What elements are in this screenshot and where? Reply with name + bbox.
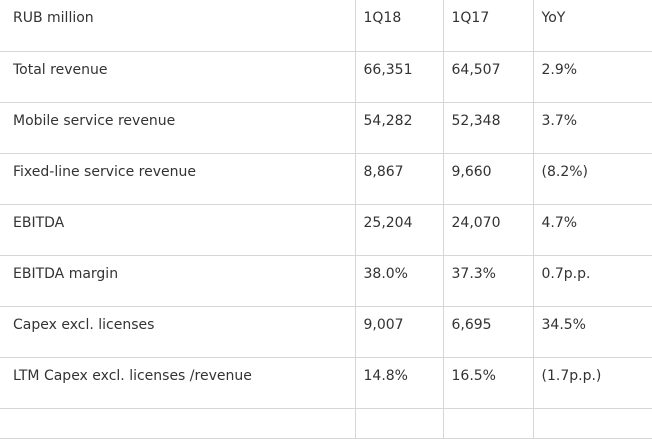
- row-label: EBITDA: [0, 203, 356, 256]
- header-cell-yoy: YoY: [532, 0, 652, 52]
- cell-1q18: 54,282: [354, 101, 444, 154]
- table-row: EBITDA 25,204 24,070 4.7%: [0, 203, 652, 256]
- table-row: EBITDA margin 38.0% 37.3% 0.7p.p.: [0, 254, 652, 307]
- cell-1q18: 9,007: [354, 305, 444, 358]
- cell-1q18: 14.8%: [354, 356, 444, 409]
- cell-1q18: 8,867: [354, 152, 444, 205]
- cell-yoy: 34.5%: [532, 305, 652, 358]
- cell-1q17: 24,070: [442, 203, 534, 256]
- cell-1q17: 16.5%: [442, 356, 534, 409]
- cell-1q17: 37.3%: [442, 254, 534, 307]
- row-label: Total revenue: [0, 50, 356, 103]
- cell-1q18: 25,204: [354, 203, 444, 256]
- row-label: Mobile service revenue: [0, 101, 356, 154]
- table-row-empty: [0, 407, 652, 439]
- cell-yoy: (8.2%): [532, 152, 652, 205]
- table-row: Mobile service revenue 54,282 52,348 3.7…: [0, 101, 652, 154]
- cell-1q18: 38.0%: [354, 254, 444, 307]
- table-row: Capex excl. licenses 9,007 6,695 34.5%: [0, 305, 652, 358]
- header-cell-1q17: 1Q17: [442, 0, 534, 52]
- empty-cell: [354, 407, 444, 439]
- header-cell-metric: RUB million: [0, 0, 356, 52]
- cell-yoy: (1.7p.p.): [532, 356, 652, 409]
- row-label: LTM Capex excl. licenses /revenue: [0, 356, 356, 409]
- cell-yoy: 4.7%: [532, 203, 652, 256]
- cell-1q17: 52,348: [442, 101, 534, 154]
- empty-cell: [532, 407, 652, 439]
- cell-1q17: 64,507: [442, 50, 534, 103]
- cell-yoy: 2.9%: [532, 50, 652, 103]
- cell-yoy: 0.7p.p.: [532, 254, 652, 307]
- table-row: LTM Capex excl. licenses /revenue 14.8% …: [0, 356, 652, 409]
- header-cell-1q18: 1Q18: [354, 0, 444, 52]
- row-label: EBITDA margin: [0, 254, 356, 307]
- table-row: Total revenue 66,351 64,507 2.9%: [0, 50, 652, 103]
- table-header-row: RUB million 1Q18 1Q17 YoY: [0, 0, 652, 52]
- cell-yoy: 3.7%: [532, 101, 652, 154]
- cell-1q17: 6,695: [442, 305, 534, 358]
- row-label: Capex excl. licenses: [0, 305, 356, 358]
- table-row: Fixed-line service revenue 8,867 9,660 (…: [0, 152, 652, 205]
- cell-1q17: 9,660: [442, 152, 534, 205]
- empty-cell: [0, 407, 356, 439]
- cell-1q18: 66,351: [354, 50, 444, 103]
- row-label: Fixed-line service revenue: [0, 152, 356, 205]
- empty-cell: [442, 407, 534, 439]
